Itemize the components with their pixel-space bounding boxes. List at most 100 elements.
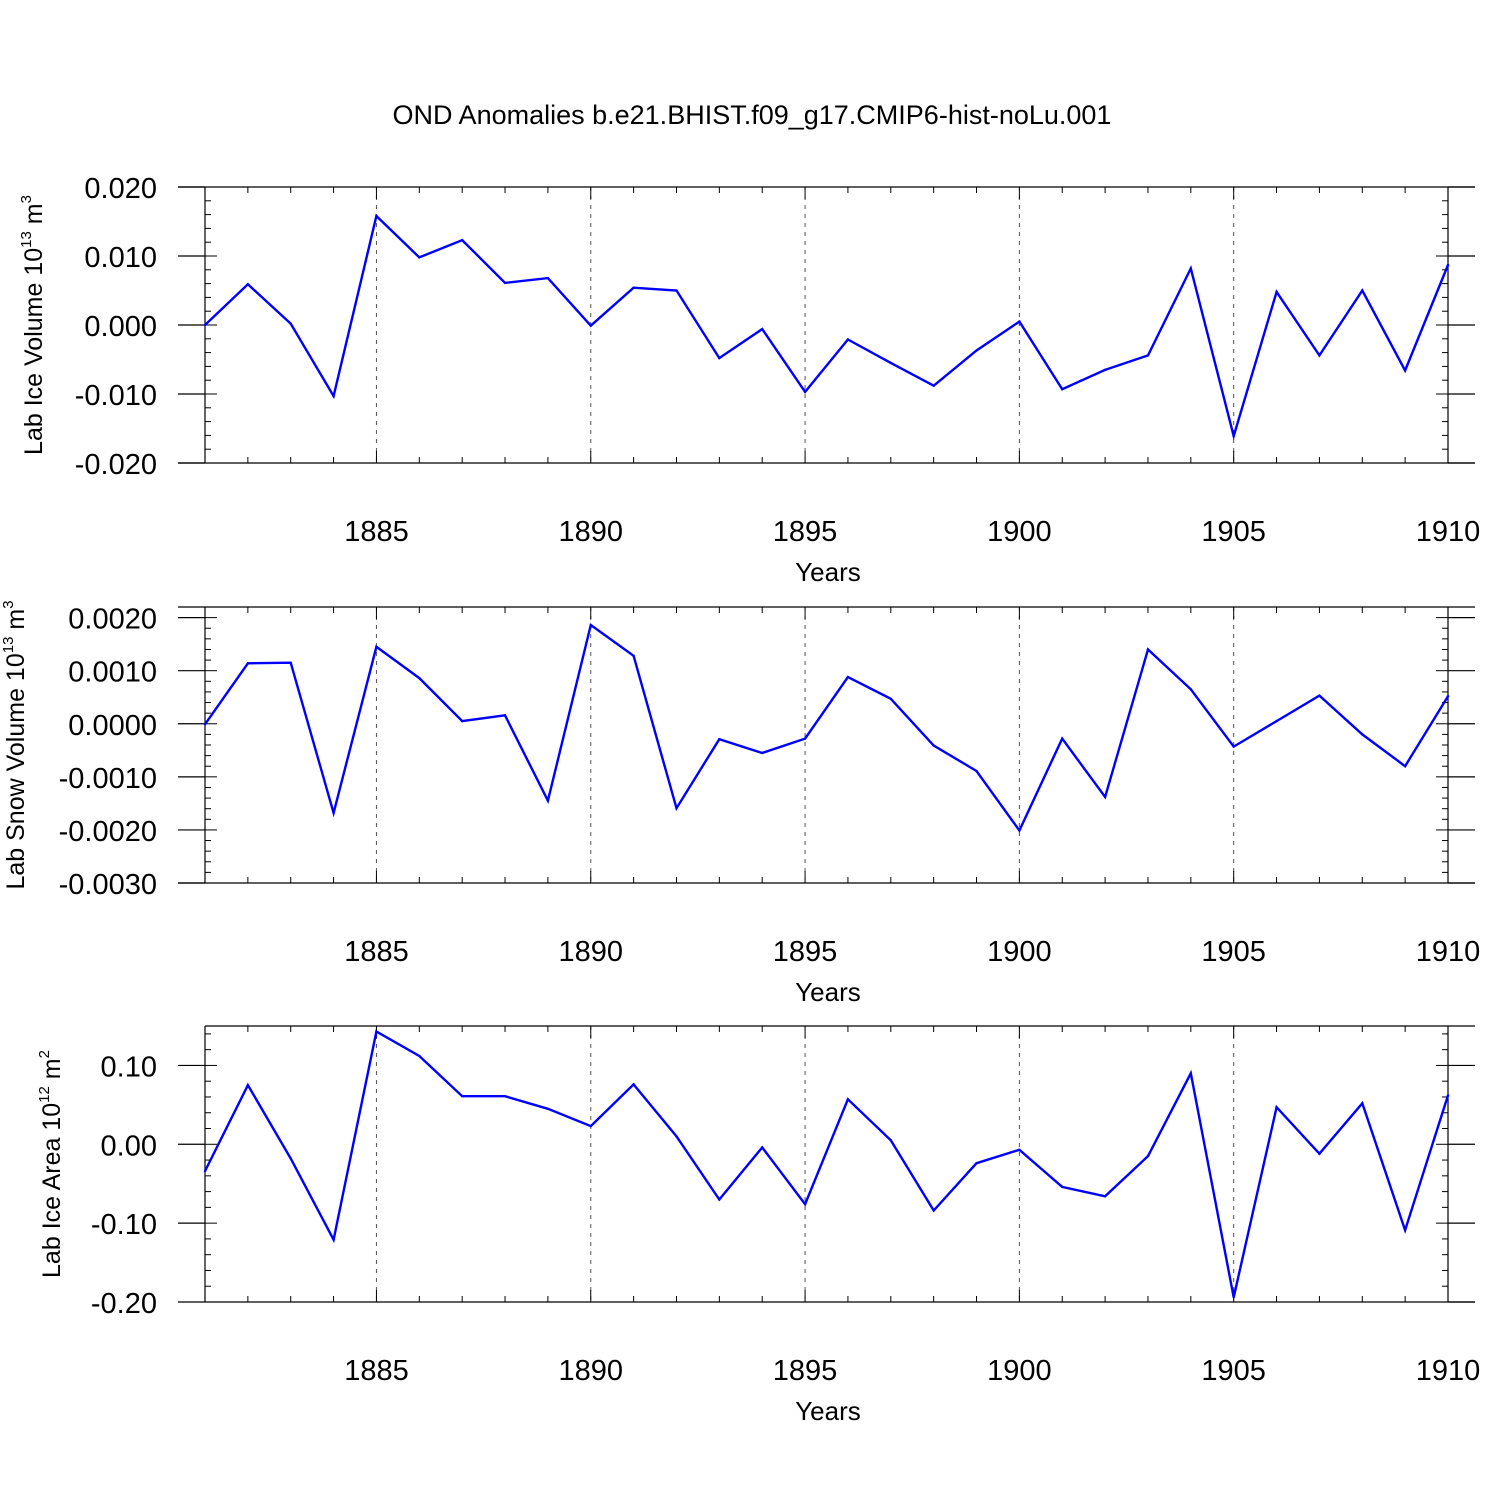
x-tick-label: 1905 <box>1201 1355 1266 1387</box>
data-point <box>675 806 678 810</box>
y-tick-label: 0.10 <box>101 1051 157 1083</box>
x-tick-label: 1885 <box>344 1355 409 1387</box>
data-point <box>803 1203 807 1206</box>
data-point <box>246 662 250 665</box>
y-tick-label: -0.10 <box>91 1209 157 1241</box>
x-tick-label: 1890 <box>559 1355 624 1387</box>
data-point <box>1146 1154 1150 1158</box>
data-point <box>803 390 807 394</box>
data-point <box>846 1098 850 1101</box>
data-point <box>1103 1195 1107 1198</box>
data-point <box>761 327 764 331</box>
data-point <box>1146 648 1150 651</box>
data-point <box>246 1083 250 1087</box>
x-tick-label: 1910 <box>1416 936 1481 968</box>
data-point <box>632 1083 635 1086</box>
y-tick-label: -0.010 <box>75 380 157 412</box>
data-point <box>889 361 892 365</box>
data-point <box>375 214 378 218</box>
data-point <box>289 661 292 664</box>
x-tick-label: 1895 <box>773 936 838 968</box>
y-tick-label: 0.0000 <box>68 710 157 742</box>
data-point <box>1361 1102 1364 1105</box>
data-point <box>1318 354 1321 357</box>
data-point <box>1275 290 1278 294</box>
data-point <box>589 324 592 327</box>
y-tick-label: 0.0020 <box>68 604 157 636</box>
data-point <box>1403 1229 1407 1232</box>
x-tick-label: 1895 <box>773 1355 838 1387</box>
data-point <box>1446 263 1450 267</box>
y-tick-label: 0.020 <box>84 173 157 205</box>
data-point <box>632 286 635 289</box>
data-point <box>375 1030 378 1033</box>
data-point <box>932 744 935 747</box>
data-point <box>246 283 250 286</box>
y-tick-label: -0.020 <box>75 449 157 481</box>
data-point <box>1232 1296 1235 1299</box>
x-tick-label: 1890 <box>559 936 624 968</box>
y-axis-label: Lab Snow Volume 1013 m3 <box>0 600 30 889</box>
y-axis-label: Lab Ice Volume 1013 m3 <box>18 195 48 455</box>
data-point <box>1018 829 1021 832</box>
data-point <box>718 356 721 360</box>
data-point <box>1103 368 1107 372</box>
data-point <box>761 1146 764 1149</box>
data-point <box>203 323 207 327</box>
data-point <box>1361 733 1364 736</box>
data-point <box>332 1238 335 1241</box>
data-point <box>1018 1148 1021 1152</box>
chart-title: OND Anomalies b.e21.BHIST.f09_g17.CMIP6-… <box>393 100 1112 130</box>
data-point <box>546 799 550 802</box>
data-point <box>1446 694 1450 698</box>
x-tick-label: 1890 <box>559 516 624 548</box>
series-line <box>204 213 1450 441</box>
data-point <box>460 1094 464 1098</box>
data-point <box>1446 1094 1450 1097</box>
x-tick-label: 1905 <box>1201 516 1266 548</box>
data-point <box>332 811 335 815</box>
data-point <box>932 384 935 387</box>
data-point <box>589 1124 592 1128</box>
data-point <box>1318 1152 1321 1155</box>
data-point <box>1018 320 1021 323</box>
data-point <box>375 645 378 649</box>
data-point <box>1061 1185 1064 1189</box>
data-point <box>503 281 507 285</box>
data-point <box>589 623 592 627</box>
data-point <box>1232 745 1235 748</box>
data-point <box>1189 1072 1193 1075</box>
data-point <box>460 238 464 242</box>
data-point <box>546 276 550 280</box>
x-tick-label: 1895 <box>773 516 838 548</box>
data-point <box>418 256 421 259</box>
data-point <box>1361 289 1364 292</box>
x-axis-label: Years <box>795 557 861 587</box>
data-point <box>718 737 721 741</box>
data-point <box>675 289 678 292</box>
data-point <box>675 1135 678 1138</box>
data-point <box>632 654 635 658</box>
data-point <box>1318 694 1321 697</box>
data-point <box>1189 688 1193 691</box>
data-point <box>332 394 335 398</box>
data-point <box>503 714 507 717</box>
data-point <box>1275 1106 1278 1109</box>
y-tick-label: 0.0010 <box>68 657 157 689</box>
y-tick-label: -0.0020 <box>59 816 157 848</box>
data-point <box>203 1169 207 1173</box>
y-tick-label: -0.20 <box>91 1288 157 1320</box>
data-point <box>546 1107 550 1111</box>
data-point <box>289 322 292 325</box>
data-point <box>460 719 464 723</box>
data-point <box>889 697 892 701</box>
data-point <box>1103 795 1107 799</box>
y-tick-label: -0.0010 <box>59 763 157 795</box>
x-tick-label: 1885 <box>344 516 409 548</box>
data-point <box>418 1054 421 1058</box>
data-point <box>289 1157 292 1160</box>
data-point <box>932 1209 935 1212</box>
x-tick-label: 1900 <box>987 936 1052 968</box>
data-point <box>846 338 850 341</box>
